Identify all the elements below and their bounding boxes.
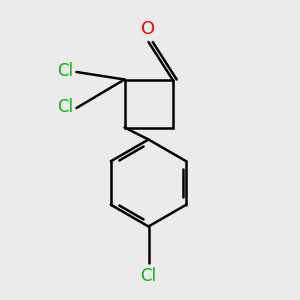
Text: Cl: Cl — [57, 98, 74, 116]
Text: Cl: Cl — [57, 61, 74, 80]
Text: Cl: Cl — [140, 267, 157, 285]
Text: O: O — [141, 20, 156, 38]
